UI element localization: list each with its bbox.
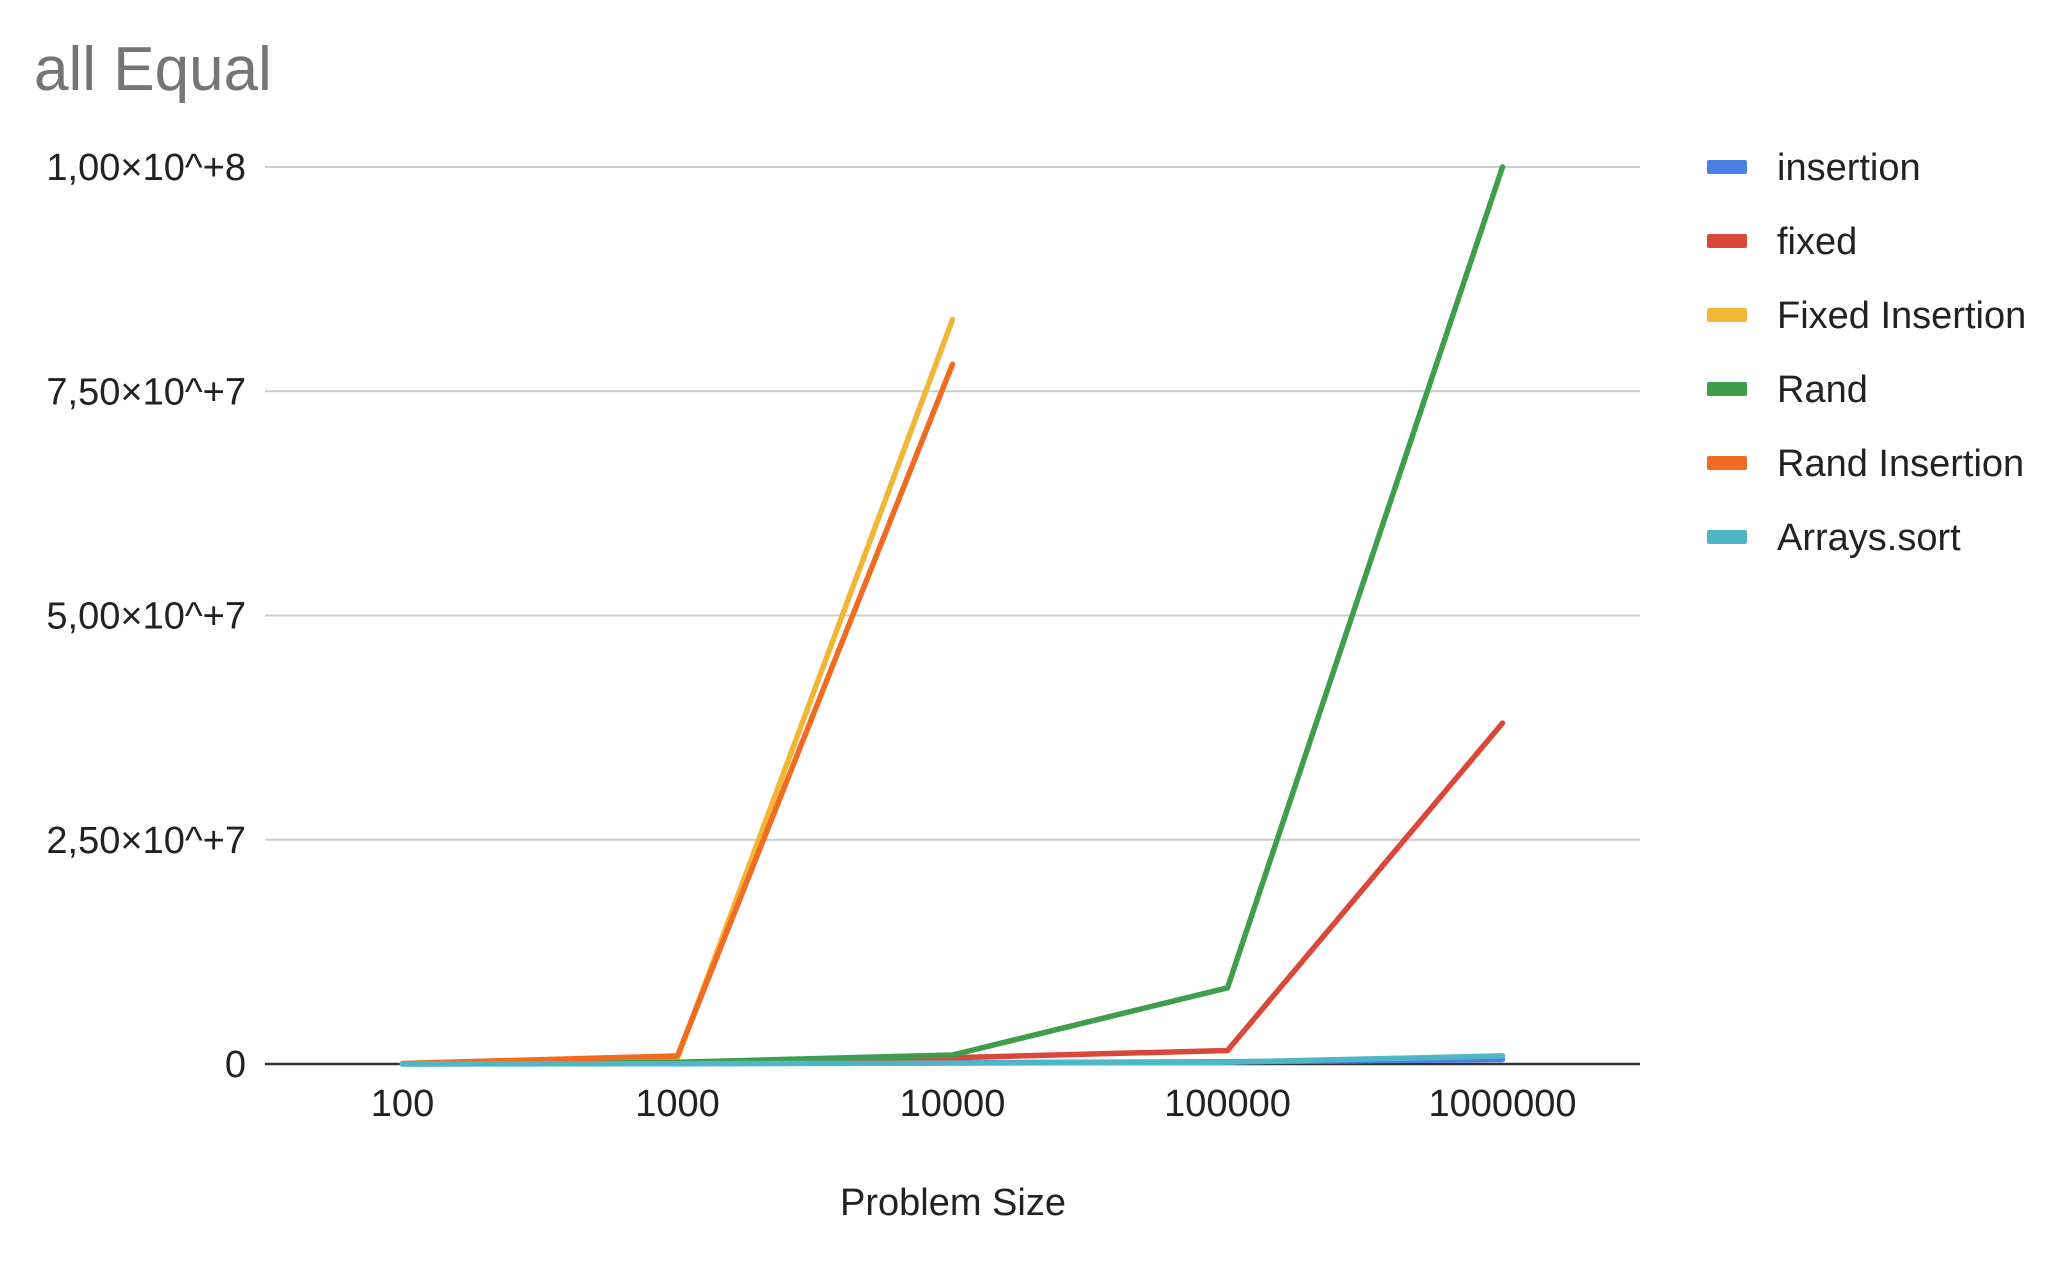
legend-swatch-insertion [1707,160,1747,174]
y-tick-label-1: 2,50×10^+7 [46,820,246,862]
y-tick-label-0: 0 [225,1044,246,1086]
legend-swatch-fixed-insertion [1707,308,1747,322]
y-tick-label-2: 5,00×10^+7 [46,596,246,638]
legend-swatch-fixed [1707,234,1747,248]
legend-swatch-arrays-sort [1707,530,1747,544]
legend-label-arrays-sort: Arrays.sort [1777,517,1961,559]
legend-label-fixed: fixed [1777,221,1857,263]
x-axis-tick-labels: 100 1000 10000 100000 1000000 [371,1083,1577,1125]
x-axis-title: Problem Size [840,1182,1066,1224]
x-tick-label-2: 10000 [900,1083,1006,1125]
chart-title: all Equal [34,35,272,104]
series-line-arrays-sort [399,1053,1506,1067]
legend-swatch-rand [1707,382,1747,396]
x-tick-label-1: 1000 [635,1083,720,1125]
series-lines [399,164,1506,1067]
legend-label-fixed-insertion: Fixed Insertion [1777,295,2026,337]
y-tick-label-4: 1,00×10^+8 [46,147,246,189]
gridlines [265,166,1640,841]
series-line-rand-insertion [399,361,956,1067]
y-axis-tick-labels: 0 2,50×10^+7 5,00×10^+7 7,50×10^+7 1,00×10^+… [46,147,246,1086]
y-tick-label-3: 7,50×10^+7 [46,371,246,413]
legend-label-rand: Rand [1777,369,1868,411]
legend-label-insertion: insertion [1777,147,1921,189]
legend-label-rand-insertion: Rand Insertion [1777,443,2024,485]
legend-swatch-rand-insertion [1707,456,1747,470]
x-tick-label-3: 100000 [1164,1083,1291,1125]
x-tick-label-4: 1000000 [1429,1083,1577,1125]
series-line-fixed-insertion [399,316,956,1067]
legend: insertion fixed Fixed Insertion Rand Rand In… [1707,147,2026,559]
series-line-fixed [399,720,1506,1067]
x-tick-label-0: 100 [371,1083,434,1125]
